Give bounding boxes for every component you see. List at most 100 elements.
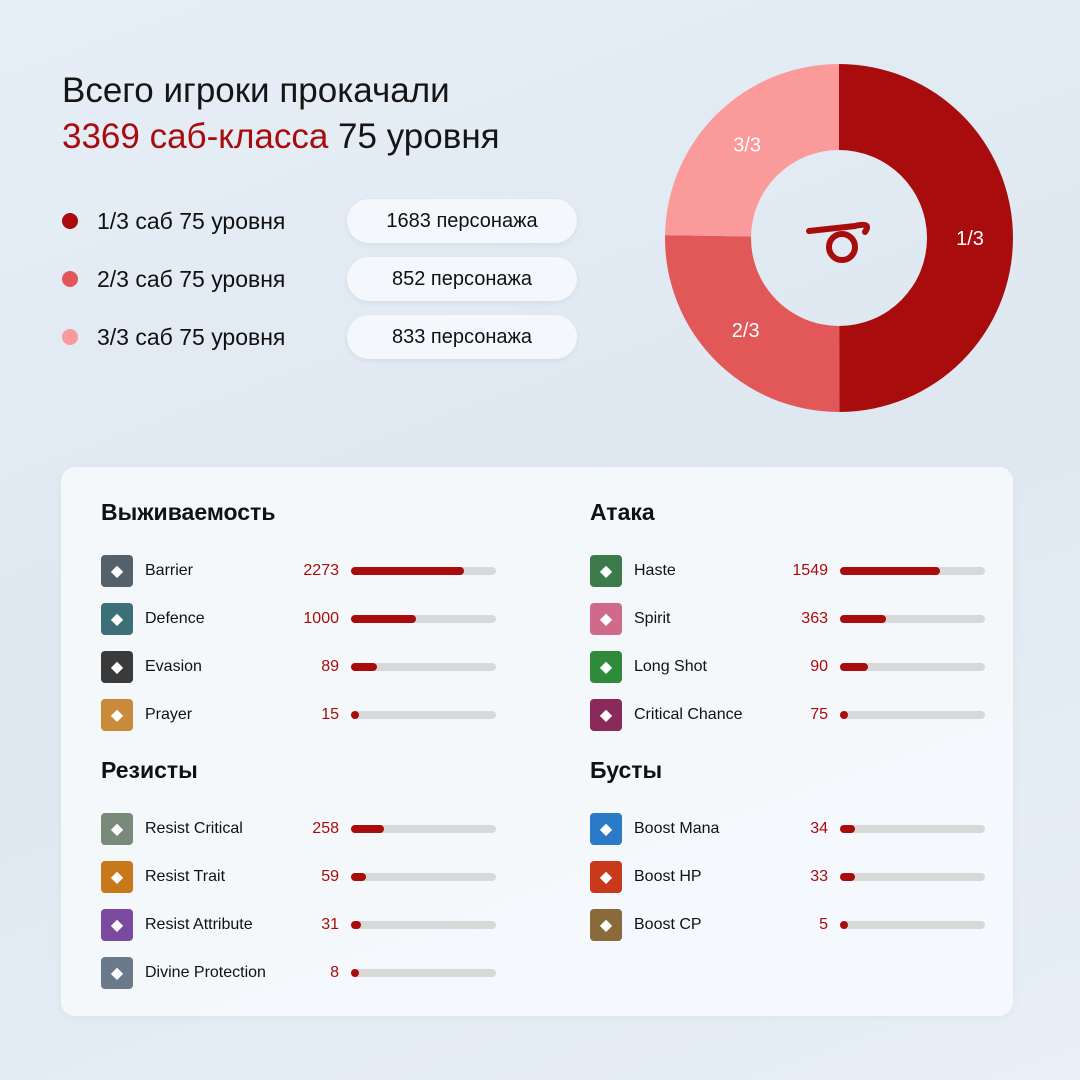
legend-dot <box>62 213 78 229</box>
progress-track <box>840 873 985 881</box>
slice-label: 2/3 <box>732 320 760 342</box>
skill-row: ◆ Boost CP 5 <box>590 901 985 949</box>
section-title: Атака <box>590 499 655 525</box>
donut-slice <box>665 235 840 412</box>
progress-track <box>351 711 496 719</box>
skill-value: 31 <box>321 916 339 933</box>
skill-value: 8 <box>330 964 339 981</box>
skill-row: ◆ Barrier 2273 <box>101 547 496 595</box>
skill-row: ◆ Spirit 363 <box>590 595 985 643</box>
section-3: Бусты ◆ Boost Mana 34 ◆ Boost HP 33 ◆ Boost CP 5 <box>590 757 985 949</box>
progress-fill <box>840 615 887 623</box>
progress-track <box>351 615 496 623</box>
slice-label: 3/3 <box>733 135 761 157</box>
section-1: Атака ◆ Haste 1549 ◆ Spirit 363 ◆ Long Shot 90 ◆ Cr… <box>590 499 985 739</box>
skill-name: Divine Protection <box>145 964 266 981</box>
progress-track <box>351 825 496 833</box>
skill-name: Long Shot <box>634 658 707 675</box>
skill-value: 33 <box>810 868 828 885</box>
donut-chart: 1/3 2/3 3/3 <box>665 64 1013 412</box>
progress-track <box>840 567 985 575</box>
skill-value: 1000 <box>303 610 339 627</box>
skill-icon: ◆ <box>101 861 133 893</box>
skill-icon: ◆ <box>590 555 622 587</box>
skill-icon: ◆ <box>590 603 622 635</box>
progress-fill <box>351 567 465 575</box>
skill-icon: ◆ <box>101 555 133 587</box>
progress-fill <box>840 567 941 575</box>
progress-track <box>840 825 985 833</box>
count-pill: 1683 персонажа <box>347 199 577 243</box>
progress-fill <box>351 825 385 833</box>
skill-icon: ◆ <box>101 957 133 989</box>
skill-value: 34 <box>810 820 828 837</box>
skill-name: Haste <box>634 562 676 579</box>
section-title: Выживаемость <box>101 499 276 525</box>
legend-item: 3/3 саб 75 уровня 833 персонажа <box>62 308 577 366</box>
skill-name: Defence <box>145 610 205 627</box>
skill-value: 90 <box>810 658 828 675</box>
skill-icon: ◆ <box>101 909 133 941</box>
progress-track <box>351 567 496 575</box>
progress-track <box>840 711 985 719</box>
progress-fill <box>840 873 855 881</box>
progress-track <box>351 663 496 671</box>
skill-name: Resist Critical <box>145 820 243 837</box>
progress-fill <box>351 921 362 929</box>
legend-label: 2/3 саб 75 уровня <box>97 265 286 292</box>
section-title: Резисты <box>101 757 198 783</box>
skill-row: ◆ Prayer 15 <box>101 691 496 739</box>
count-pill: 852 персонажа <box>347 257 577 301</box>
skill-name: Evasion <box>145 658 202 675</box>
skill-name: Spirit <box>634 610 671 627</box>
skill-icon: ◆ <box>590 699 622 731</box>
skill-icon: ◆ <box>101 813 133 845</box>
skill-name: Resist Attribute <box>145 916 253 933</box>
progress-track <box>351 969 496 977</box>
skill-icon: ◆ <box>590 909 622 941</box>
progress-track <box>351 873 496 881</box>
progress-fill <box>840 711 848 719</box>
legend-label: 3/3 саб 75 уровня <box>97 323 286 350</box>
legend-item: 1/3 саб 75 уровня 1683 персонажа <box>62 192 577 250</box>
logo-icon <box>806 221 870 263</box>
progress-fill <box>351 663 378 671</box>
skill-name: Boost CP <box>634 916 702 933</box>
skill-name: Prayer <box>145 706 193 723</box>
skill-icon: ◆ <box>101 651 133 683</box>
section-title: Бусты <box>590 757 663 783</box>
skill-value: 15 <box>321 706 339 723</box>
page-title: Всего игроки прокачали 3369 саб-класса 7… <box>62 71 500 156</box>
skill-name: Critical Chance <box>634 706 743 723</box>
legend-dot <box>62 271 78 287</box>
skill-value: 75 <box>810 706 828 723</box>
progress-fill <box>840 921 848 929</box>
skill-row: ◆ Resist Trait 59 <box>101 853 496 901</box>
progress-track <box>351 921 496 929</box>
skill-row: ◆ Resist Attribute 31 <box>101 901 496 949</box>
skill-icon: ◆ <box>590 651 622 683</box>
skill-row: ◆ Evasion 89 <box>101 643 496 691</box>
skill-name: Boost Mana <box>634 820 720 837</box>
legend: 1/3 саб 75 уровня 1683 персонажа 2/3 саб 7… <box>62 192 577 366</box>
legend-label: 1/3 саб 75 уровня <box>97 207 286 234</box>
skill-row: ◆ Critical Chance 75 <box>590 691 985 739</box>
skill-row: ◆ Divine Protection 8 <box>101 949 496 997</box>
skill-value: 363 <box>801 610 828 627</box>
progress-fill <box>840 825 855 833</box>
progress-track <box>840 615 985 623</box>
legend-item: 2/3 саб 75 уровня 852 персонажа <box>62 250 577 308</box>
skill-icon: ◆ <box>101 699 133 731</box>
skill-value: 5 <box>819 916 828 933</box>
count-pill: 833 персонажа <box>347 315 577 359</box>
slice-label: 1/3 <box>956 228 984 250</box>
section-0: Выживаемость ◆ Barrier 2273 ◆ Defence 1000 ◆ Eva… <box>101 499 496 739</box>
skill-name: Boost HP <box>634 868 702 885</box>
skill-row: ◆ Long Shot 90 <box>590 643 985 691</box>
skill-name: Barrier <box>145 562 194 579</box>
progress-fill <box>351 711 359 719</box>
legend-dot <box>62 329 78 345</box>
skill-value: 1549 <box>792 562 828 579</box>
progress-track <box>840 663 985 671</box>
skill-row: ◆ Defence 1000 <box>101 595 496 643</box>
